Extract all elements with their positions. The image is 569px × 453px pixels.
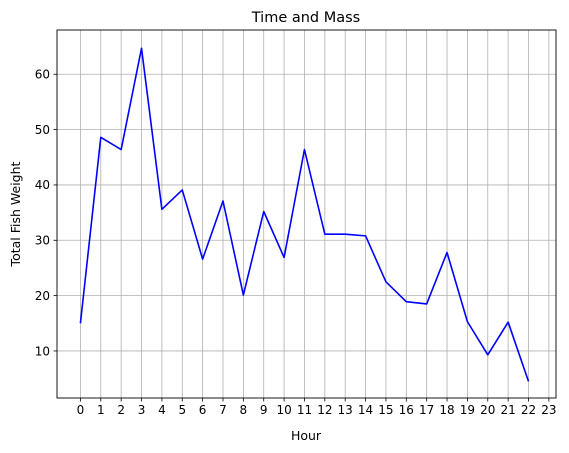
x-tick-label: 20 bbox=[480, 403, 495, 417]
x-tick-label: 16 bbox=[399, 403, 414, 417]
x-tick-label: 11 bbox=[297, 403, 312, 417]
x-tick-label: 21 bbox=[500, 403, 515, 417]
x-tick-label: 22 bbox=[521, 403, 536, 417]
x-tick-label: 12 bbox=[317, 403, 332, 417]
chart-title: Time and Mass bbox=[251, 10, 361, 26]
x-tick-label: 0 bbox=[77, 403, 85, 417]
x-tick-label: 9 bbox=[260, 403, 268, 417]
y-axis-label: Total Fish Weight bbox=[8, 161, 23, 267]
x-tick-label: 3 bbox=[138, 403, 146, 417]
y-tick-label: 40 bbox=[35, 178, 50, 192]
x-tick-label: 15 bbox=[378, 403, 393, 417]
y-tick-label: 30 bbox=[35, 234, 50, 248]
x-tick-label: 4 bbox=[158, 403, 166, 417]
plot-area bbox=[57, 30, 556, 398]
x-tick-label: 17 bbox=[419, 403, 434, 417]
y-tick-label: 50 bbox=[35, 123, 50, 137]
x-tick-label: 1 bbox=[97, 403, 105, 417]
x-tick-label: 5 bbox=[178, 403, 186, 417]
series-line bbox=[79, 47, 530, 382]
series-group bbox=[79, 47, 530, 382]
x-tick-label: 23 bbox=[541, 403, 556, 417]
x-tick-label: 19 bbox=[460, 403, 475, 417]
x-tick-label: 18 bbox=[439, 403, 454, 417]
x-axis-label: Hour bbox=[291, 428, 322, 443]
x-tick-label: 14 bbox=[358, 403, 373, 417]
x-axis-ticks: 0 1 2 3 4 5 6 7 8 9 10 11 12 13 14 15 16 17 18 19 20 21 22 23 bbox=[77, 398, 557, 417]
x-tick-label: 6 bbox=[199, 403, 207, 417]
x-tick-label: 13 bbox=[338, 403, 353, 417]
y-tick-label: 60 bbox=[35, 68, 50, 82]
y-axis-ticks: 10 20 30 40 50 60 bbox=[35, 68, 57, 358]
x-tick-label: 8 bbox=[240, 403, 248, 417]
plot-frame bbox=[56, 29, 557, 399]
y-tick-label: 10 bbox=[35, 344, 50, 358]
x-tick-label: 10 bbox=[276, 403, 291, 417]
x-tick-label: 7 bbox=[219, 403, 227, 417]
x-tick-label: 2 bbox=[117, 403, 125, 417]
y-tick-label: 20 bbox=[35, 289, 50, 303]
